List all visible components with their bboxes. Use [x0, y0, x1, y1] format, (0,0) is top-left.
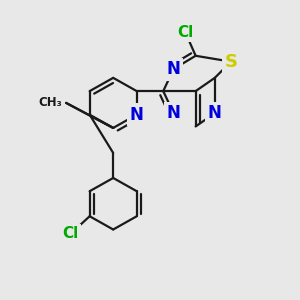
Text: N: N [167, 104, 181, 122]
Text: CH₃: CH₃ [39, 96, 62, 110]
Text: N: N [167, 60, 181, 78]
Text: Cl: Cl [62, 226, 79, 242]
Text: N: N [208, 104, 222, 122]
Text: S: S [224, 53, 238, 71]
Text: Cl: Cl [177, 25, 194, 40]
Text: N: N [130, 106, 144, 124]
